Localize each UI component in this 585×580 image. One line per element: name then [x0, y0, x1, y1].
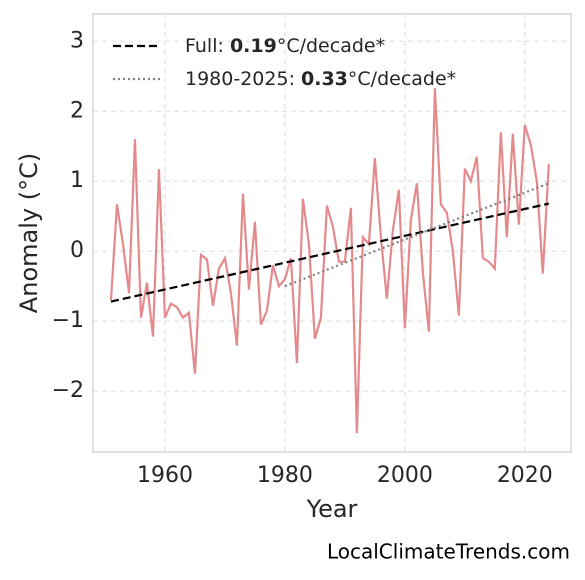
y-tick-label: 0	[70, 238, 84, 263]
x-tick-label: 1980	[257, 463, 313, 488]
y-tick-label: −1	[52, 308, 84, 333]
footer: LocalClimateTrends.com	[327, 540, 570, 564]
x-tick-label: 2000	[377, 463, 433, 488]
y-tick-label: −2	[52, 378, 84, 403]
legend-label: Full: 0.19°C/decade*	[185, 35, 385, 57]
x-tick-label: 1960	[137, 463, 193, 488]
y-tick-label: 1	[70, 168, 84, 193]
legend-label: 1980-2025: 0.33°C/decade*	[185, 68, 456, 90]
series-line	[284, 182, 550, 288]
x-tick-label: 2020	[497, 463, 553, 488]
plot-frame	[92, 13, 572, 453]
series-line	[110, 202, 550, 303]
series-line	[109, 88, 550, 434]
y-tick-label: 2	[70, 98, 84, 123]
y-tick-label: 3	[70, 28, 84, 53]
y-axis-label: Anomaly (°C)	[15, 153, 43, 313]
x-axis-label: Year	[306, 495, 358, 523]
